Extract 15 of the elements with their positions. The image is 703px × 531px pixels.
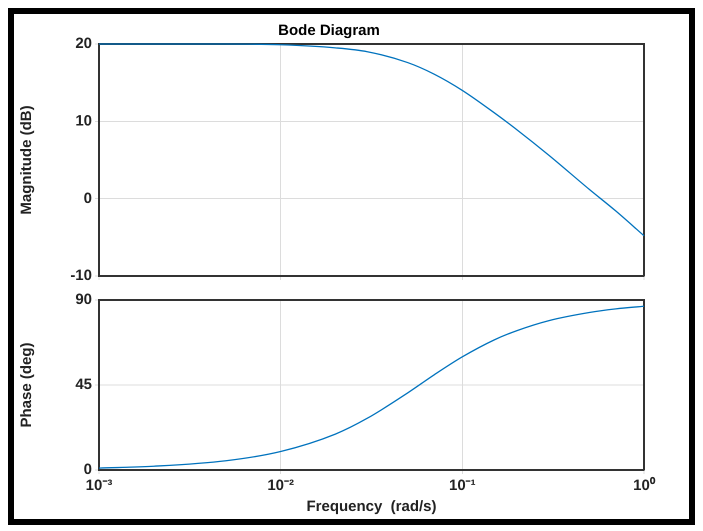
- chart-title: Bode Diagram: [278, 22, 380, 40]
- x-axis-title: Frequency (rad/s): [306, 498, 437, 516]
- x-tick-label: 10⁻²: [267, 477, 294, 494]
- y-tick-label: 10: [75, 112, 92, 130]
- y-tick-label: 45: [75, 376, 92, 394]
- x-tick-label: 10⁻¹: [448, 477, 476, 494]
- y-tick-label: -10: [70, 267, 92, 284]
- y-tick-label: 0: [84, 190, 92, 207]
- y-tick-label: 90: [75, 291, 92, 308]
- y-tick-label: 20: [75, 35, 92, 52]
- y-axis-title: Magnitude (dB): [18, 105, 36, 215]
- x-tick-label: 10⁰: [633, 476, 656, 494]
- y-tick-label: 0: [84, 461, 92, 478]
- y-axis-title: Phase (deg): [18, 342, 36, 428]
- x-tick-label: 10⁻³: [86, 477, 112, 494]
